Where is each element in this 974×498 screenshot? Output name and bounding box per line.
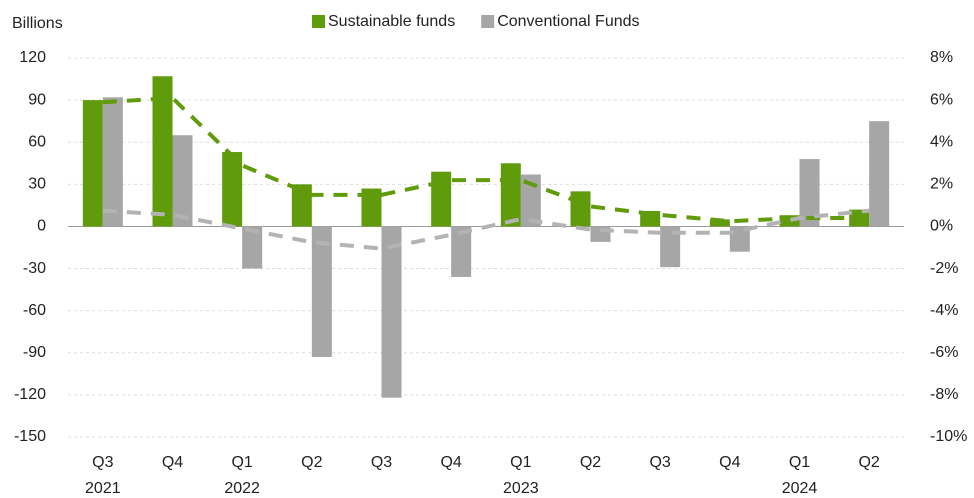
bar — [799, 159, 820, 227]
x-tick-label: Q1 — [231, 454, 252, 471]
bar — [570, 191, 591, 227]
y-tick-label: -150 — [14, 428, 46, 445]
y2-tick-label: 8% — [930, 49, 953, 66]
bar — [311, 226, 332, 357]
bar — [709, 219, 730, 227]
bar — [779, 215, 800, 227]
x-year-label: 2022 — [224, 480, 260, 497]
y-tick-label: 30 — [28, 176, 46, 193]
y-tick-label: 90 — [28, 91, 46, 108]
bar — [291, 184, 312, 227]
y2-tick-label: 2% — [930, 176, 953, 193]
bar — [82, 100, 103, 227]
y2-tick-label: -6% — [930, 344, 958, 361]
bar — [869, 121, 890, 227]
bar — [381, 226, 402, 398]
x-tick-label: Q4 — [719, 454, 740, 471]
bar — [172, 135, 193, 227]
y-tick-label: -30 — [23, 260, 46, 277]
bar — [729, 226, 750, 252]
x-tick-label: Q3 — [92, 454, 113, 471]
bar — [361, 188, 382, 227]
x-year-label: 2021 — [85, 480, 121, 497]
x-tick-label: Q1 — [789, 454, 810, 471]
x-tick-label: Q1 — [510, 454, 531, 471]
y2-tick-label: -8% — [930, 386, 958, 403]
y2-tick-label: 6% — [930, 91, 953, 108]
legend-swatch — [312, 15, 325, 28]
bar — [152, 76, 173, 227]
x-tick-label: Q2 — [301, 454, 322, 471]
trend-line — [102, 95, 870, 224]
y-axis-label: Billions — [12, 15, 63, 32]
bar — [660, 226, 681, 268]
y-tick-label: 120 — [19, 49, 46, 66]
bar — [242, 226, 263, 269]
x-tick-label: Q4 — [440, 454, 461, 471]
y-tick-label: 60 — [28, 133, 46, 150]
x-tick-label: Q3 — [649, 454, 670, 471]
x-tick-label: Q4 — [162, 454, 183, 471]
y-tick-label: -90 — [23, 344, 46, 361]
y-tick-label: 0 — [37, 218, 46, 235]
y2-tick-label: -2% — [930, 260, 958, 277]
y2-tick-label: 0% — [930, 218, 953, 235]
bar — [500, 163, 521, 227]
x-tick-label: Q2 — [858, 454, 879, 471]
x-tick-label: Q2 — [580, 454, 601, 471]
bar — [222, 152, 243, 227]
y-tick-label: -120 — [14, 386, 46, 403]
x-year-label: 2024 — [782, 480, 818, 497]
legend-swatch — [481, 15, 495, 28]
bar — [102, 97, 123, 227]
bar — [451, 226, 472, 277]
legend-label: Conventional Funds — [497, 13, 639, 30]
bar — [431, 171, 452, 227]
x-tick-label: Q3 — [371, 454, 392, 471]
y-tick-label: -60 — [23, 302, 46, 319]
y2-tick-label: -10% — [930, 428, 967, 445]
trend-line — [102, 208, 870, 251]
x-year-label: 2023 — [503, 480, 539, 497]
y2-tick-label: -4% — [930, 302, 958, 319]
y2-tick-label: 4% — [930, 133, 953, 150]
legend-label: Sustainable funds — [328, 13, 455, 30]
